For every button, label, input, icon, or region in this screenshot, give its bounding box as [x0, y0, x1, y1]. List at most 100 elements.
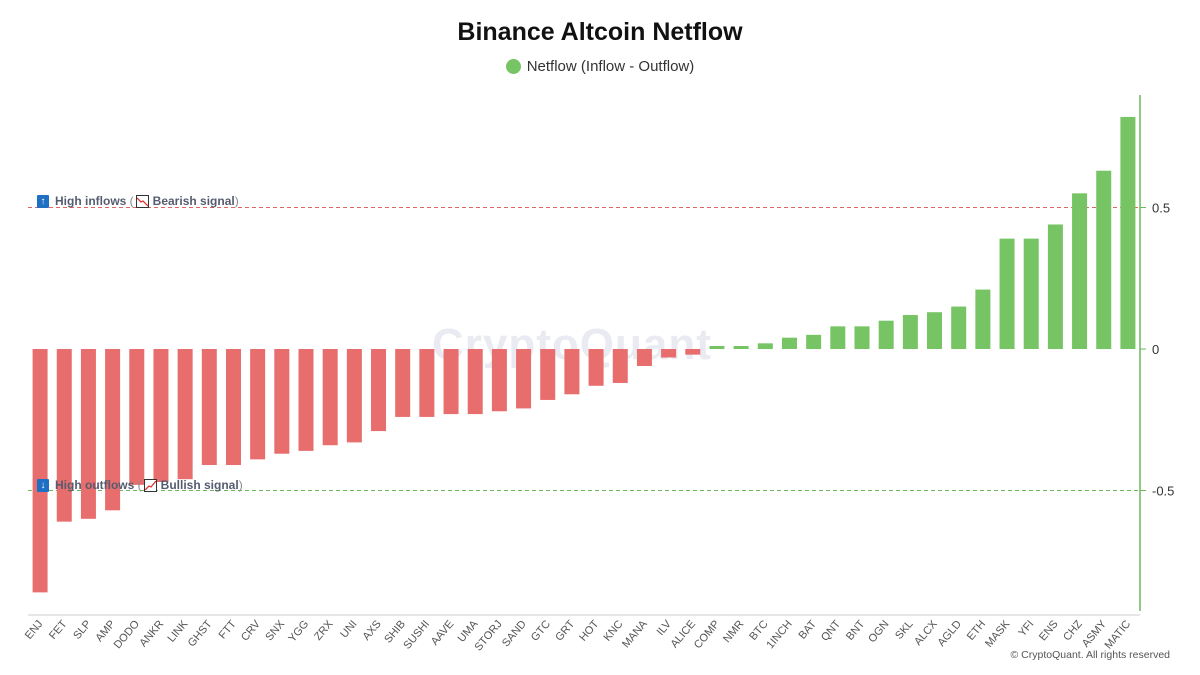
- bar-mana: [636, 349, 652, 366]
- bearish-signal-label: Bearish signal: [152, 194, 235, 208]
- paren-close: ): [234, 194, 239, 208]
- x-tick-label-gtc: GTC: [529, 618, 553, 644]
- x-tick-label-mask: MASK: [983, 618, 1013, 650]
- bar-enj: [32, 349, 48, 593]
- x-tick-label-nmr: NMR: [721, 618, 746, 645]
- bar-zrx: [322, 349, 338, 446]
- bar-sand: [516, 349, 532, 409]
- bar-link: [177, 349, 193, 480]
- bar-snx: [274, 349, 290, 454]
- x-tick-label-mana: MANA: [620, 618, 650, 651]
- x-tick-label-skl: SKL: [893, 618, 916, 642]
- x-tick-label-zrx: ZRX: [312, 618, 336, 643]
- legend-label: Netflow (Inflow - Outflow): [526, 58, 695, 75]
- bar-bnt: [854, 326, 870, 349]
- bar-ilv: [661, 349, 677, 358]
- x-tick-label-ghst: GHST: [186, 618, 215, 649]
- x-tick-label-enj: ENJ: [23, 618, 46, 642]
- x-tick-label-qnt: QNT: [819, 618, 843, 644]
- bar-uma: [467, 349, 483, 415]
- bar-agld: [951, 306, 967, 349]
- bar-matic: [1120, 116, 1136, 349]
- chart-title: Binance Altcoin Netflow: [457, 18, 743, 46]
- bar-bat: [806, 334, 822, 349]
- x-tick-label-axs: AXS: [360, 618, 383, 643]
- x-tick-label-ogn: OGN: [866, 618, 891, 645]
- x-tick-label-agld: AGLD: [936, 618, 964, 649]
- x-tick-label-ens: ENS: [1037, 618, 1061, 643]
- x-tick-label-yfi: YFI: [1016, 618, 1036, 639]
- bar-ankr: [153, 349, 169, 483]
- bar-sushi: [419, 349, 435, 417]
- bar-gtc: [540, 349, 556, 400]
- bar-amp: [105, 349, 121, 511]
- x-tick-label-crv: CRV: [239, 618, 263, 644]
- bearish-trend-icon: [135, 194, 149, 208]
- bar-ftt: [225, 349, 241, 466]
- bar-1inch: [781, 337, 797, 349]
- bar-shib: [395, 349, 411, 417]
- bar-axs: [371, 349, 387, 432]
- bar-dodo: [129, 349, 145, 485]
- x-tick-label-snx: SNX: [263, 618, 287, 644]
- x-tick-label-alcx: ALCX: [912, 618, 940, 648]
- bar-ghst: [201, 349, 217, 466]
- bar-btc: [757, 343, 773, 349]
- bar-nmr: [733, 346, 749, 349]
- x-tick-label-hot: HOT: [577, 618, 601, 644]
- x-tick-label-dodo: DODO: [112, 618, 143, 651]
- x-tick-label-sand: SAND: [500, 618, 529, 649]
- x-tick-label-uni: UNI: [338, 618, 359, 640]
- bar-knc: [612, 349, 628, 383]
- x-tick-label-sushi: SUSHI: [401, 618, 432, 651]
- x-tick-label-bnt: BNT: [844, 618, 868, 643]
- y-tick-label: 0: [1152, 342, 1159, 357]
- bar-crv: [250, 349, 266, 460]
- bar-ygg: [298, 349, 314, 451]
- bar-ens: [1047, 224, 1063, 349]
- x-tick-label-aave: AAVE: [429, 618, 457, 648]
- y-tick-label: 0.5: [1152, 201, 1170, 216]
- x-tick-label-1inch: 1INCH: [764, 618, 794, 651]
- bar-skl: [902, 315, 918, 349]
- bar-uni: [346, 349, 362, 443]
- legend[interactable]: Netflow (Inflow - Outflow): [0, 58, 1200, 75]
- bar-slp: [80, 349, 96, 519]
- x-tick-label-ygg: YGG: [286, 618, 311, 644]
- x-tick-label-bat: BAT: [797, 618, 820, 642]
- high-outflows-label: High outflows: [55, 478, 135, 492]
- arrow-up-icon: ↑: [37, 194, 49, 208]
- bar-yfi: [1023, 238, 1039, 349]
- bar-storj: [491, 349, 507, 412]
- x-tick-label-fet: FET: [47, 618, 70, 642]
- bar-fet: [56, 349, 72, 522]
- x-tick-label-ftt: FTT: [217, 618, 239, 641]
- bar-chz: [1072, 193, 1088, 349]
- bar-qnt: [830, 326, 846, 349]
- x-tick-label-ilv: ILV: [655, 618, 675, 638]
- y-tick-label: -0.5: [1152, 484, 1174, 499]
- copyright: © CryptoQuant. All rights reserved: [1010, 649, 1170, 661]
- high-outflows-annotation: ↓ High outflows ( Bullish signal ): [37, 478, 243, 492]
- bar-eth: [975, 289, 991, 349]
- paren-open: (: [126, 194, 134, 208]
- bar-comp: [709, 346, 725, 349]
- x-tick-label-comp: COMP: [692, 618, 722, 651]
- bullish-signal-label: Bullish signal: [160, 478, 239, 492]
- bar-ogn: [878, 320, 894, 349]
- arrow-down-icon: ↓: [37, 478, 49, 492]
- high-inflows-annotation: ↑ High inflows ( Bearish signal ): [37, 194, 239, 208]
- bar-alcx: [927, 312, 943, 349]
- legend-dot: [505, 59, 521, 74]
- x-tick-label-matic: MATIC: [1103, 618, 1134, 651]
- x-tick-label-slp: SLP: [71, 618, 94, 642]
- x-tick-label-grt: GRT: [553, 618, 577, 644]
- paren-open: (: [134, 478, 142, 492]
- bar-hot: [588, 349, 604, 386]
- bar-alice: [685, 349, 701, 355]
- bar-aave: [443, 349, 459, 415]
- bar-grt: [564, 349, 580, 395]
- paren-close: ): [238, 478, 243, 492]
- bar-mask: [999, 238, 1015, 349]
